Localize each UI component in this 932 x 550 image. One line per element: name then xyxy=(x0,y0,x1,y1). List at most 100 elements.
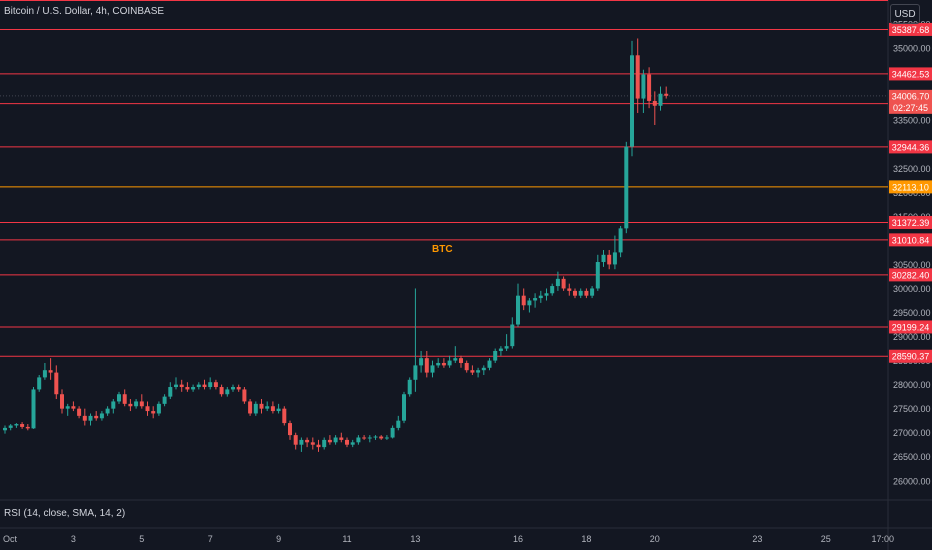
candle-down xyxy=(259,403,264,409)
candle-up xyxy=(37,377,42,390)
candle-down xyxy=(202,384,207,388)
candle-down xyxy=(459,358,463,363)
candle-up xyxy=(384,437,389,439)
price-tick-label: 32500.00 xyxy=(893,164,931,174)
candle-down xyxy=(219,387,224,395)
candle-down xyxy=(635,55,640,99)
candle-up xyxy=(168,387,173,397)
time-tick-label: 5 xyxy=(139,534,144,544)
candle-down xyxy=(441,362,446,366)
price-tick-label: 27500.00 xyxy=(893,404,931,414)
candle-up xyxy=(208,382,213,388)
candle-down xyxy=(60,394,64,409)
candle-up xyxy=(105,408,110,414)
candle-down xyxy=(316,444,321,448)
symbol-title: Bitcoin / U.S. Dollar, 4h, COINBASE xyxy=(4,6,165,17)
candle-down xyxy=(139,401,144,407)
candle-down xyxy=(345,439,349,445)
candle-down xyxy=(213,382,218,388)
candle-up xyxy=(487,360,492,368)
candle-up xyxy=(493,350,498,361)
level-labels: 35387.6834462.5333844.3532944.3632113.10… xyxy=(889,22,932,363)
time-tick-label: 13 xyxy=(410,534,420,544)
level-label-bg xyxy=(889,140,932,154)
price-tick-label: 28000.00 xyxy=(893,380,931,390)
time-tick-label: 23 xyxy=(752,534,762,544)
candle-down xyxy=(424,358,429,373)
level-label: 28590.37 xyxy=(892,352,930,362)
time-tick-label: Oct xyxy=(3,534,18,544)
level-label: 32944.36 xyxy=(892,142,930,152)
candle-down xyxy=(584,290,589,296)
currency-button[interactable]: USD xyxy=(890,4,920,24)
candle-up xyxy=(3,427,7,431)
candle-up xyxy=(31,389,36,429)
candle-up xyxy=(322,439,327,448)
candle-down xyxy=(521,295,526,306)
time-tick-label: 20 xyxy=(650,534,660,544)
candle-down xyxy=(327,439,332,443)
candle-up xyxy=(265,406,270,409)
candle-down xyxy=(236,387,241,390)
candle-up xyxy=(407,379,412,395)
current-price-label: 34006.70 xyxy=(892,91,930,101)
level-label: 30282.40 xyxy=(892,270,930,280)
candle-up xyxy=(88,415,93,421)
candle-up xyxy=(350,442,355,445)
level-label-bg xyxy=(889,320,932,334)
level-label-bg xyxy=(889,22,932,36)
candle-down xyxy=(288,423,292,436)
candle-down xyxy=(179,384,184,388)
price-axis: 26000.00 26500.00 27000.00 27500.00 28000.00… xyxy=(893,20,931,487)
candle-down xyxy=(48,370,53,373)
candle-down xyxy=(379,436,384,439)
level-label: 32113.10 xyxy=(892,182,929,192)
btc-annotation: BTC xyxy=(432,244,453,255)
candle-down xyxy=(470,370,475,373)
price-tick-label: 30500.00 xyxy=(893,260,931,270)
candle-up xyxy=(42,370,47,378)
candle-down xyxy=(71,406,76,409)
level-label-bg xyxy=(889,215,932,229)
price-tick-label: 35000.00 xyxy=(893,44,931,54)
candle-down xyxy=(270,406,275,412)
time-tick-label: 7 xyxy=(208,534,213,544)
candle-up xyxy=(396,420,401,428)
candle-up xyxy=(630,55,634,147)
price-tick-label: 26500.00 xyxy=(893,452,931,462)
candle-down xyxy=(242,389,247,402)
candle-down xyxy=(339,437,344,440)
candle-up xyxy=(225,389,230,395)
candle-up xyxy=(413,365,418,380)
level-label-bg xyxy=(889,349,932,363)
candle-up xyxy=(436,362,441,366)
price-tick-label: 30000.00 xyxy=(893,284,931,294)
candle-down xyxy=(282,408,287,424)
candle-down xyxy=(185,387,190,390)
candle-up xyxy=(162,396,167,404)
candle-up xyxy=(333,437,338,443)
candle-down xyxy=(464,362,469,371)
candle-up xyxy=(447,360,452,366)
rsi-indicator-label[interactable]: RSI (14, close, SMA, 14, 2) xyxy=(4,508,126,519)
candle-up xyxy=(299,439,304,445)
bar-countdown-label: 02:27:45 xyxy=(893,103,928,113)
candle-down xyxy=(362,437,367,439)
candle-down xyxy=(293,435,298,445)
candle-up xyxy=(624,146,629,229)
price-tick-label: 29500.00 xyxy=(893,308,931,318)
candle-up xyxy=(196,384,201,388)
level-label: 35387.68 xyxy=(892,25,930,35)
current-price-label-bg xyxy=(889,89,932,114)
candle-up xyxy=(578,290,583,296)
candle-up xyxy=(402,394,406,421)
time-tick-label: 17:00 xyxy=(872,534,895,544)
candle-up xyxy=(544,293,549,296)
candles xyxy=(3,38,669,452)
candle-down xyxy=(652,100,657,106)
price-tick-label: 27000.00 xyxy=(893,428,931,438)
candle-up xyxy=(174,384,178,388)
candle-down xyxy=(647,74,652,101)
